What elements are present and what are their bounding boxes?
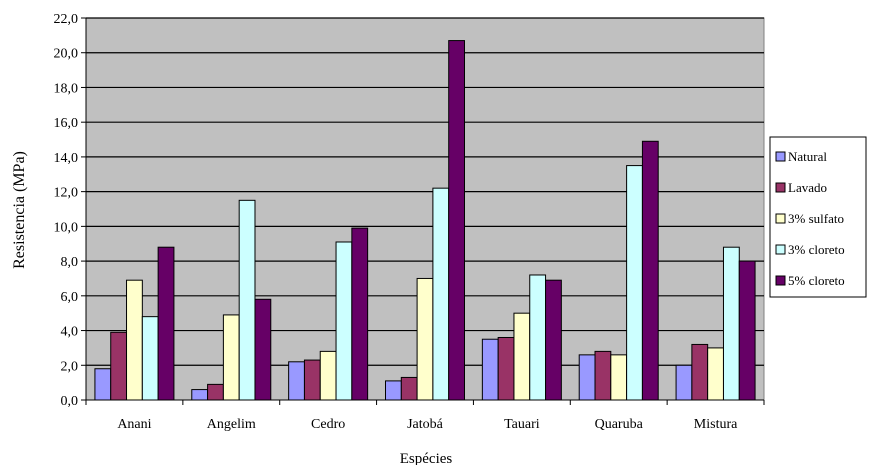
bar-lavado-4 <box>497 336 515 401</box>
y-tick-label: 20,0 <box>54 47 79 62</box>
y-tick-label: 12,0 <box>54 186 79 201</box>
legend-label: Natural <box>788 149 827 164</box>
y-tick-label: 4,0 <box>61 325 79 340</box>
y-tick-label: 16,0 <box>54 116 79 131</box>
legend-swatch <box>775 275 786 286</box>
x-tick-label: Tauari <box>504 417 540 432</box>
bar-natural-0 <box>94 368 112 401</box>
legend-label: 5% cloreto <box>788 273 845 288</box>
bar-5-cloreto-6 <box>738 260 756 401</box>
y-tick-label: 2,0 <box>61 359 79 374</box>
x-tick-label: Anani <box>117 417 151 432</box>
bar-5-cloreto-4 <box>545 279 562 401</box>
legend-label: Lavado <box>788 180 827 195</box>
bar-lavado-3 <box>400 376 418 401</box>
legend-label: 3% sulfato <box>788 211 844 226</box>
legend-swatch <box>775 244 786 255</box>
legend-swatch <box>775 213 786 224</box>
legend-swatch <box>775 151 786 162</box>
y-tick-label: 0,0 <box>61 394 79 409</box>
bar-lavado-1 <box>207 383 224 401</box>
bar-lavado-0 <box>110 331 128 401</box>
bar-natural-1 <box>191 389 209 401</box>
bar-lavado-2 <box>303 359 321 401</box>
y-tick-label: 8,0 <box>61 255 79 270</box>
x-tick-label: Angelim <box>207 417 256 432</box>
y-tick-label: 22,0 <box>54 12 79 27</box>
y-axis-title: Resistencia (MPa) <box>11 151 28 269</box>
bar-3-cloreto-5 <box>626 165 643 401</box>
bar-3-cloreto-3 <box>432 187 450 401</box>
legend: Natural Lavado 3% sulfato 3% cloreto 5% clor… <box>769 136 867 298</box>
bar-5-cloreto-0 <box>157 246 175 401</box>
legend-swatch <box>775 182 786 193</box>
bar-3-cloreto-1 <box>238 199 256 401</box>
bar-3-cloreto-2 <box>335 241 353 401</box>
bar-3-sulfato-6 <box>707 347 724 401</box>
bar-natural-6 <box>675 364 693 401</box>
bar-3-sulfato-1 <box>222 314 240 401</box>
x-tick-label: Mistura <box>694 417 738 432</box>
legend-label: 3% cloreto <box>788 242 845 257</box>
axes: 0,0 2,0 4,0 6,0 8,0 10,0 12,0 14,0 16,0 18,0 20,0 2… <box>54 12 765 432</box>
bar-5-cloreto-1 <box>254 298 272 401</box>
bar-5-cloreto-3 <box>448 40 466 401</box>
bar-5-cloreto-2 <box>351 227 369 401</box>
y-tick-label: 6,0 <box>61 290 79 305</box>
bar-3-sulfato-5 <box>610 354 628 401</box>
bar-3-cloreto-4 <box>529 274 547 401</box>
bar-3-sulfato-0 <box>126 279 143 401</box>
x-tick-label: Jatobá <box>407 417 444 432</box>
bars <box>94 40 756 401</box>
x-axis-title: Espécies <box>400 451 453 465</box>
legend-box <box>769 136 867 298</box>
bar-lavado-5 <box>594 350 612 401</box>
bar-3-sulfato-2 <box>319 350 337 401</box>
bar-5-cloreto-5 <box>641 140 659 401</box>
bar-3-sulfato-4 <box>513 312 531 401</box>
y-tick-label: 10,0 <box>54 220 79 235</box>
bar-3-cloreto-6 <box>722 246 740 401</box>
bar-natural-2 <box>288 361 305 401</box>
bar-lavado-6 <box>691 343 709 401</box>
bar-natural-3 <box>385 380 402 401</box>
bar-natural-4 <box>481 338 499 401</box>
bar-3-sulfato-3 <box>416 277 434 401</box>
y-tick-label: 14,0 <box>54 151 79 166</box>
y-tick-label: 18,0 <box>54 81 79 96</box>
bar-natural-5 <box>578 354 596 401</box>
x-tick-label: Quaruba <box>595 417 644 432</box>
x-tick-label: Cedro <box>311 417 345 432</box>
bar-3-cloreto-0 <box>141 316 159 401</box>
